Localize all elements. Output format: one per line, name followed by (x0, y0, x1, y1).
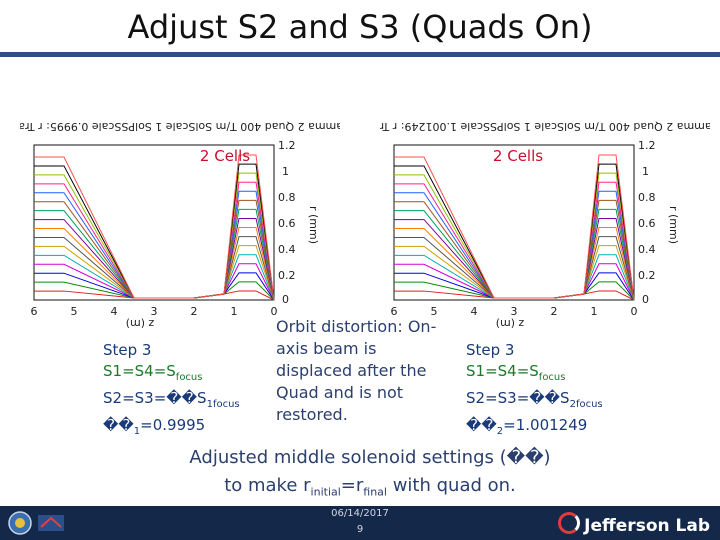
right-step-block: Step 3 S1=S4=Sfocus S2=S3=��S2focus ��2=… (466, 340, 636, 442)
adjusted-settings-note: Adjusted middle solenoid settings (��) t… (150, 444, 590, 507)
y-tick: 0.8 (278, 191, 296, 204)
right-plot-y-ticks: 1.2 1 0.8 0.6 0.4 0.2 0 (638, 139, 656, 306)
left-step-line3: ��1=0.9995 (103, 416, 206, 437)
trajectory-trace (394, 154, 635, 301)
jsa-logo-mark-icon (40, 516, 62, 528)
y-tick: 0.8 (638, 191, 656, 204)
x-tick: 6 (31, 305, 38, 318)
x-tick: 3 (151, 305, 158, 318)
adjusted-line2: to make rinitial=rfinal with quad on. (224, 475, 516, 499)
y-tick: 0 (282, 293, 289, 306)
left-plot-x-ticks: 6 5 4 3 2 1 0 (31, 305, 278, 318)
right-step-line3: ��2=1.001249 (466, 416, 588, 437)
y-tick: 0 (642, 293, 649, 306)
slide-title: Adjust S2 and S3 (Quads On) (127, 8, 593, 46)
y-tick: 1 (642, 165, 649, 178)
left-x-axis-label: z (m) (126, 317, 155, 330)
right-step-title: Step 3 (466, 341, 515, 359)
footer-date: 06/14/2017 (331, 508, 389, 519)
x-tick: 5 (431, 305, 438, 318)
left-plot-header: Gamma 2 Quad 400 T/m SolScale 1 SolPSSca… (20, 120, 340, 133)
title-rule (0, 52, 720, 57)
left-cells-label: 2 Cells (200, 147, 250, 165)
x-tick: 4 (471, 305, 478, 318)
jefferson-lab-logo: Jefferson Lab (558, 512, 710, 536)
right-step-line2: S2=S3=��S2focus (466, 389, 603, 410)
right-cells-label: 2 Cells (493, 147, 543, 165)
jsa-logo-icon (38, 515, 64, 531)
y-tick: 1.2 (638, 139, 656, 152)
right-plot-header: Gamma 2 Quad 400 T/m SolScale 1 SolPSSca… (380, 120, 710, 133)
footer-logos (8, 511, 64, 535)
adjusted-line1: Adjusted middle solenoid settings (��) (189, 447, 551, 468)
y-tick: 0.6 (638, 217, 656, 230)
x-tick: 2 (551, 305, 558, 318)
footer-page-number: 9 (356, 524, 364, 535)
left-y-axis-label: r (mm) (307, 206, 320, 244)
orbit-distortion-note: Orbit distortion: On-axis beam is displa… (276, 317, 437, 424)
y-tick: 0.4 (278, 243, 296, 256)
right-plot-traces (394, 154, 635, 301)
x-tick: 3 (511, 305, 518, 318)
y-tick: 0.2 (638, 269, 656, 282)
jlab-swirl-icon (558, 512, 581, 534)
y-tick: 1 (282, 165, 289, 178)
footer-bar (0, 506, 720, 540)
x-tick: 5 (71, 305, 78, 318)
y-tick: 0.6 (278, 217, 296, 230)
x-tick: 0 (271, 305, 278, 318)
right-trajectory-plot: Gamma 2 Quad 400 T/m SolScale 1 SolPSSca… (380, 120, 710, 330)
y-tick: 1.2 (278, 139, 296, 152)
x-tick: 2 (191, 305, 198, 318)
right-y-axis-label: r (mm) (667, 206, 680, 244)
trajectory-trace (34, 154, 275, 301)
left-step-line2: S2=S3=��S1focus (103, 389, 240, 410)
y-tick: 0.2 (278, 269, 296, 282)
right-plot-x-ticks: 6 5 4 3 2 1 0 (391, 305, 638, 318)
doe-seal-center-icon (15, 518, 25, 528)
left-trajectory-plot: Gamma 2 Quad 400 T/m SolScale 1 SolPSSca… (20, 120, 340, 330)
x-tick: 1 (231, 305, 238, 318)
left-plot-y-ticks: 1.2 1 0.8 0.6 0.4 0.2 0 (278, 139, 296, 306)
x-tick: 6 (391, 305, 398, 318)
y-tick: 0.4 (638, 243, 656, 256)
x-tick: 0 (631, 305, 638, 318)
x-tick: 4 (111, 305, 118, 318)
left-step-line1: S1=S4=Sfocus (103, 362, 203, 383)
right-x-axis-label: z (m) (496, 317, 525, 330)
right-step-line1: S1=S4=Sfocus (466, 362, 566, 383)
left-step-title: Step 3 (103, 341, 152, 359)
left-step-block: Step 3 S1=S4=Sfocus S2=S3=��S1focus ��1=… (103, 340, 273, 442)
left-plot-traces (34, 154, 275, 301)
x-tick: 1 (591, 305, 598, 318)
